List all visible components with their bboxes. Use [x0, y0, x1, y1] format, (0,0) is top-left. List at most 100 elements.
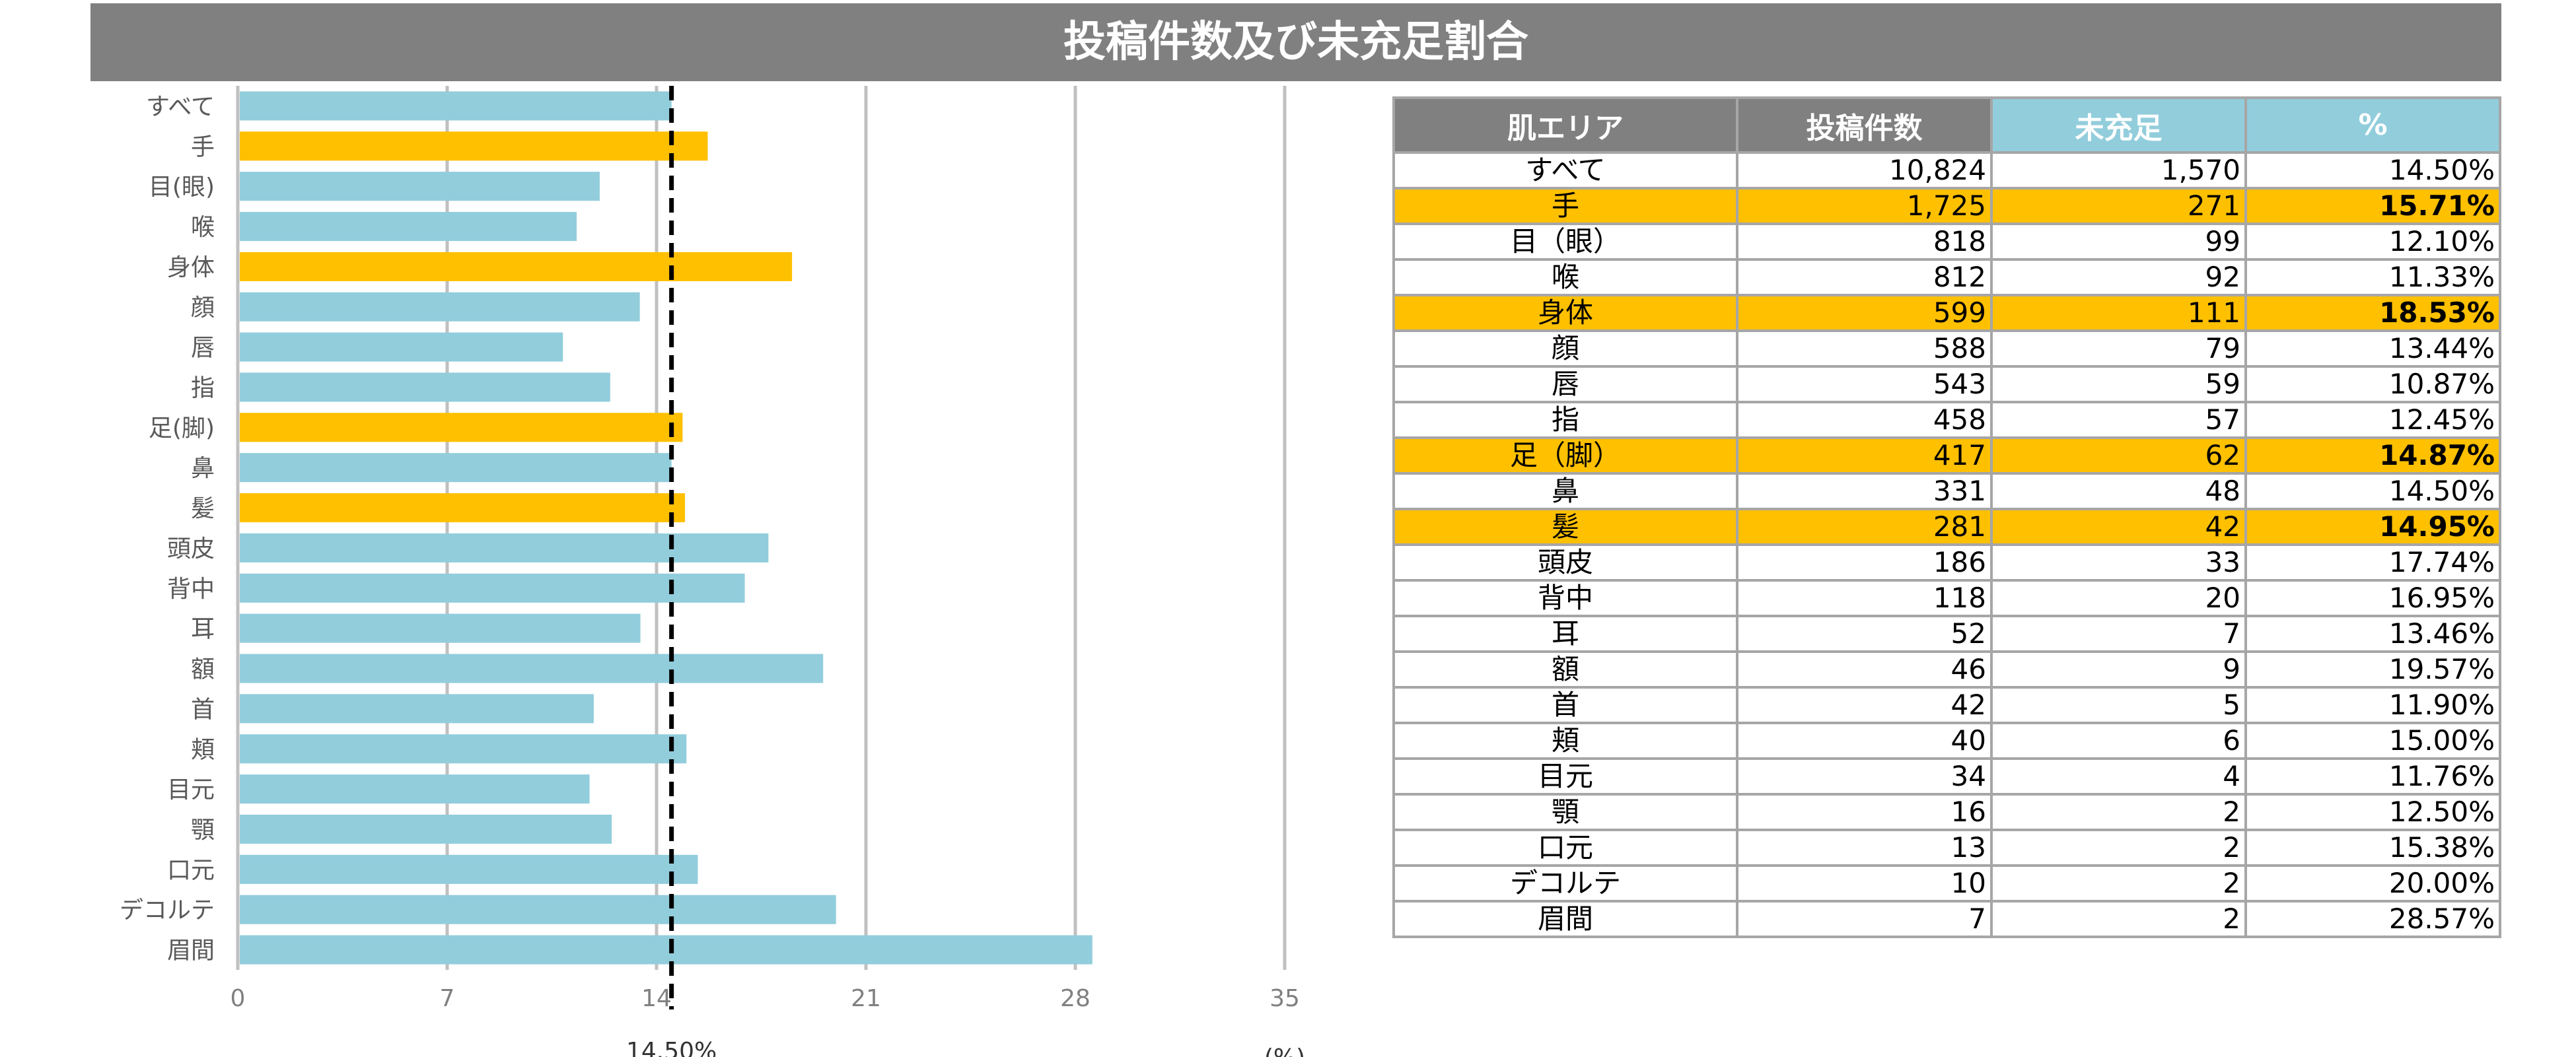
bar — [240, 292, 640, 322]
cell-percent: 12.10% — [2244, 222, 2501, 261]
table-row: 目（眼） 818 99 12.10% — [1392, 222, 2501, 261]
cell-posts: 818 — [1736, 222, 1993, 261]
cell-unmet: 2 — [1990, 864, 2247, 903]
table-row: 顎 16 2 12.50% — [1392, 793, 2501, 831]
cell-posts: 331 — [1736, 472, 1993, 510]
cell-area: 頬 — [1392, 722, 1738, 760]
category-label: 背中 — [167, 576, 215, 603]
cell-unmet: 42 — [1990, 508, 2247, 546]
header-unmet: 未充足 — [1990, 96, 2247, 154]
cell-percent: 19.57% — [2244, 650, 2501, 689]
cell-posts: 10 — [1736, 864, 1993, 903]
cell-unmet: 59 — [1990, 365, 2247, 403]
cell-area: 耳 — [1392, 615, 1738, 653]
bar — [240, 613, 641, 643]
cell-area: デコルテ — [1392, 864, 1738, 903]
cell-area: 身体 — [1392, 294, 1738, 332]
cell-percent: 14.50% — [2244, 151, 2501, 189]
bar — [240, 573, 745, 603]
bar — [240, 172, 600, 201]
table-row: 足（脚） 417 62 14.87% — [1392, 436, 2501, 475]
cell-posts: 118 — [1736, 579, 1993, 617]
cell-posts: 186 — [1736, 543, 1993, 582]
bar — [240, 734, 687, 764]
cell-unmet: 271 — [1990, 187, 2247, 225]
cell-posts: 46 — [1736, 650, 1993, 689]
cell-unmet: 57 — [1990, 401, 2247, 439]
bar — [240, 332, 563, 362]
category-label: 額 — [191, 656, 215, 683]
x-tick-label: 21 — [851, 985, 881, 1012]
x-tick-label: 14 — [641, 985, 672, 1012]
cell-percent: 15.71% — [2244, 187, 2501, 225]
cell-unmet: 2 — [1990, 900, 2247, 938]
category-label: 唇 — [191, 335, 215, 362]
cell-percent: 16.95% — [2244, 579, 2501, 617]
cell-area: 唇 — [1392, 365, 1738, 403]
category-label: 目(眼) — [149, 174, 215, 201]
table-row: デコルテ 10 2 20.00% — [1392, 864, 2501, 903]
table-row: 顔 588 79 13.44% — [1392, 329, 2501, 368]
cell-area: 鼻 — [1392, 472, 1738, 510]
cell-percent: 14.87% — [2244, 436, 2501, 475]
cell-posts: 7 — [1736, 900, 1993, 938]
header-posts: 投稿件数 — [1736, 96, 1993, 154]
cell-unmet: 2 — [1990, 829, 2247, 867]
cell-percent: 17.74% — [2244, 543, 2501, 582]
bar — [240, 252, 793, 281]
table-row: 頭皮 186 33 17.74% — [1392, 543, 2501, 582]
x-tick-label: 28 — [1060, 985, 1091, 1012]
cell-area: 顔 — [1392, 329, 1738, 368]
cell-area: 額 — [1392, 650, 1738, 689]
category-label: 身体 — [167, 254, 215, 281]
cell-posts: 1,725 — [1736, 187, 1993, 225]
cell-area: 髪 — [1392, 508, 1738, 546]
cell-unmet: 6 — [1990, 722, 2247, 760]
page-title: 投稿件数及び未充足割合 — [90, 3, 2501, 81]
category-label: 頭皮 — [167, 535, 215, 563]
cell-percent: 11.76% — [2244, 757, 2501, 796]
cell-unmet: 9 — [1990, 650, 2247, 689]
cell-area: 眉間 — [1392, 900, 1738, 938]
table-row: 目元 34 4 11.76% — [1392, 757, 2501, 796]
unit-label: (%) — [1264, 1044, 1305, 1057]
table-row: 鼻 331 48 14.50% — [1392, 472, 2501, 510]
cell-area: 目元 — [1392, 757, 1738, 796]
bar — [240, 774, 590, 804]
category-label: 首 — [191, 696, 215, 723]
bar — [240, 372, 610, 402]
bar — [240, 91, 672, 121]
category-label: 喉 — [191, 214, 215, 241]
table-row: 額 46 9 19.57% — [1392, 650, 2501, 689]
cell-posts: 458 — [1736, 401, 1993, 439]
cell-unmet: 99 — [1990, 222, 2247, 261]
category-label: 耳 — [191, 616, 215, 643]
table-row: 首 42 5 11.90% — [1392, 686, 2501, 724]
cell-percent: 20.00% — [2244, 864, 2501, 903]
cell-posts: 599 — [1736, 294, 1993, 332]
table-row: 唇 543 59 10.87% — [1392, 365, 2501, 403]
header-percent: % — [2244, 96, 2501, 154]
cell-unmet: 5 — [1990, 686, 2247, 724]
category-label: 頬 — [191, 736, 215, 763]
category-label: 足(脚) — [149, 415, 215, 442]
category-label: 目元 — [167, 776, 215, 803]
cell-posts: 588 — [1736, 329, 1993, 368]
cell-unmet: 79 — [1990, 329, 2247, 368]
bar — [240, 895, 836, 924]
x-tick-label: 0 — [231, 985, 246, 1012]
category-label: 鼻 — [191, 455, 215, 482]
cell-percent: 12.50% — [2244, 793, 2501, 831]
category-label: すべて — [146, 93, 215, 120]
cell-percent: 18.53% — [2244, 294, 2501, 332]
cell-percent: 13.46% — [2244, 615, 2501, 653]
bar — [240, 212, 577, 242]
category-label: 顔 — [191, 294, 215, 322]
cell-percent: 15.38% — [2244, 829, 2501, 867]
cell-posts: 52 — [1736, 615, 1993, 653]
data-table: 肌エリア 投稿件数 未充足 % すべて 10,824 1,570 14.50% 手 1,7… — [1392, 96, 2501, 938]
cell-area: 足（脚） — [1392, 436, 1738, 475]
cell-posts: 812 — [1736, 258, 1993, 296]
bar — [240, 453, 672, 483]
